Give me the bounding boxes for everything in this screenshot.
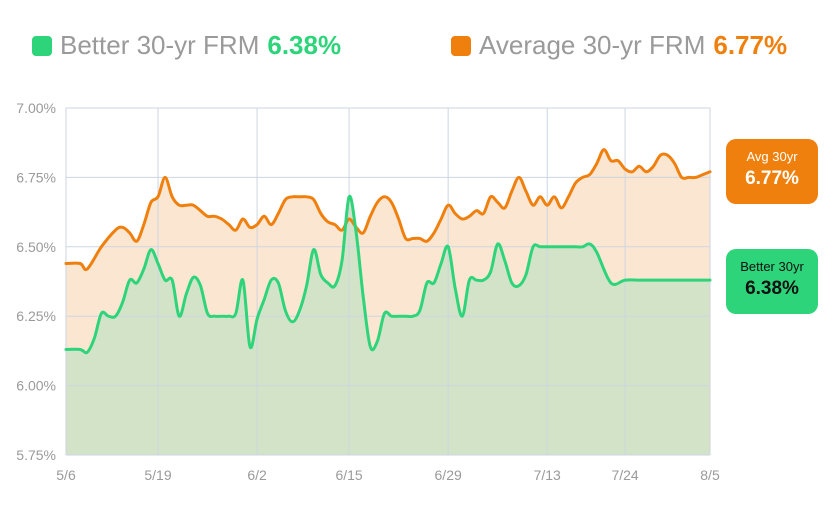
x-tick-label: 6/29 [435,467,462,483]
badge-average-value: 6.77% [745,168,799,189]
y-tick-label: 6.00% [16,378,56,394]
legend-swatch-better [32,35,52,56]
y-tick-label: 6.75% [16,169,56,185]
legend-swatch-average [451,35,471,56]
series-line-average [64,148,712,272]
badge-better-label: Better 30yr [740,259,804,274]
badge-average: Avg 30yr 6.77% [726,139,818,204]
y-tick-label: 5.75% [16,447,56,463]
legend-label-average: Average 30-yr FRM [479,30,706,60]
x-tick-label: 6/15 [335,467,362,483]
badge-better-value: 6.38% [745,278,799,299]
legend-value-average: 6.77% [713,30,788,60]
legend-item-average: Average 30-yr FRM 6.77% [451,30,787,61]
area-better [66,196,710,455]
y-tick-label: 7.00% [16,100,56,116]
x-tick-label: 8/5 [700,467,720,483]
y-tick-label: 6.25% [16,308,56,324]
badge-average-label: Avg 30yr [746,149,798,164]
y-tick-label: 6.50% [16,239,56,255]
badge-better: Better 30yr 6.38% [726,249,818,314]
x-tick-label: 5/19 [144,467,171,483]
legend-value-better: 6.38% [267,30,342,60]
x-tick-label: 6/2 [247,467,267,483]
x-tick-label: 7/24 [611,467,638,483]
legend-item-better: Better 30-yr FRM 6.38% [32,30,341,61]
series-line-better [64,194,712,355]
x-tick-label: 5/6 [56,467,76,483]
legend-label-better: Better 30-yr FRM [60,30,260,60]
x-tick-label: 7/13 [534,467,561,483]
